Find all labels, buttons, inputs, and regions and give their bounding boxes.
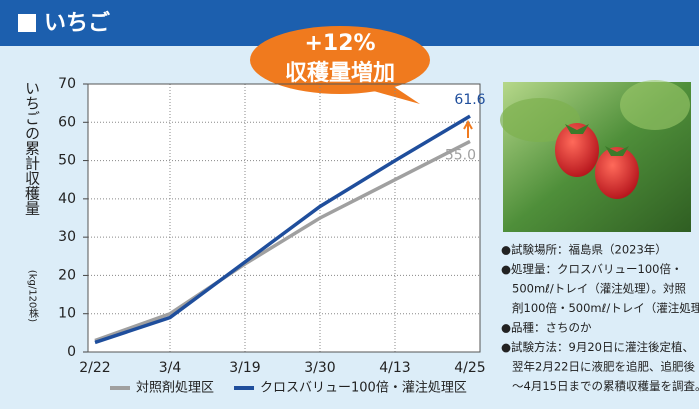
page: いちご ●試験場所：福島県（2023年）●処理量：クロスバリュー100倍・500… <box>0 0 699 413</box>
y-tick-label: 0 <box>67 344 76 360</box>
note-line: ●処理量：クロスバリュー100倍・ <box>501 262 682 276</box>
y-tick-label: 30 <box>58 229 76 245</box>
legend-label: クロスバリュー100倍・灌注処理区 <box>260 381 467 396</box>
y-tick-label: 60 <box>58 114 76 130</box>
note-line: ～4月15日までの累積収穫量を調査。 <box>512 379 699 393</box>
x-tick-label: 2/22 <box>79 360 110 376</box>
x-tick-label: 3/30 <box>304 360 335 376</box>
y-axis-unit: (kg/120株) <box>27 270 39 322</box>
note-line: ●試験場所：福島県（2023年） <box>501 243 667 257</box>
note-line: ●試験方法：9月20日に灌注後定植、 <box>501 340 694 354</box>
y-axis-title: いちごの累計収穫量 <box>23 81 41 216</box>
header-title: いちご <box>44 10 110 36</box>
value-label: 55.0 <box>445 147 476 163</box>
y-tick-label: 40 <box>58 191 76 207</box>
x-tick-label: 3/4 <box>159 360 182 376</box>
y-tick-label: 50 <box>58 153 76 169</box>
note-line: ●品種：さちのか <box>501 321 592 335</box>
y-tick-label: 20 <box>58 267 76 283</box>
value-label: 61.6 <box>454 92 485 108</box>
note-line: 500mℓ/トレイ（灌注処理）。対照 <box>512 282 686 296</box>
header-square <box>18 14 36 32</box>
chart: いちご ●試験場所：福島県（2023年）●処理量：クロスバリュー100倍・500… <box>0 0 699 409</box>
photo <box>500 80 691 232</box>
y-tick-label: 70 <box>58 76 76 92</box>
note-line: 剤100倍・500mℓ/トレイ（灌注処理）。 <box>512 301 699 315</box>
x-tick-label: 3/19 <box>229 360 260 376</box>
note-line: 翌年2月22日に液肥を追肥、追肥後 <box>512 360 695 374</box>
x-tick-label: 4/25 <box>454 360 485 376</box>
callout-line: +12% <box>304 31 375 56</box>
legend-label: 対照剤処理区 <box>136 380 214 396</box>
y-tick-label: 10 <box>58 306 76 322</box>
plot-area <box>88 84 480 352</box>
callout-line: 収穫量増加 <box>285 60 395 86</box>
x-tick-label: 4/13 <box>379 360 410 376</box>
